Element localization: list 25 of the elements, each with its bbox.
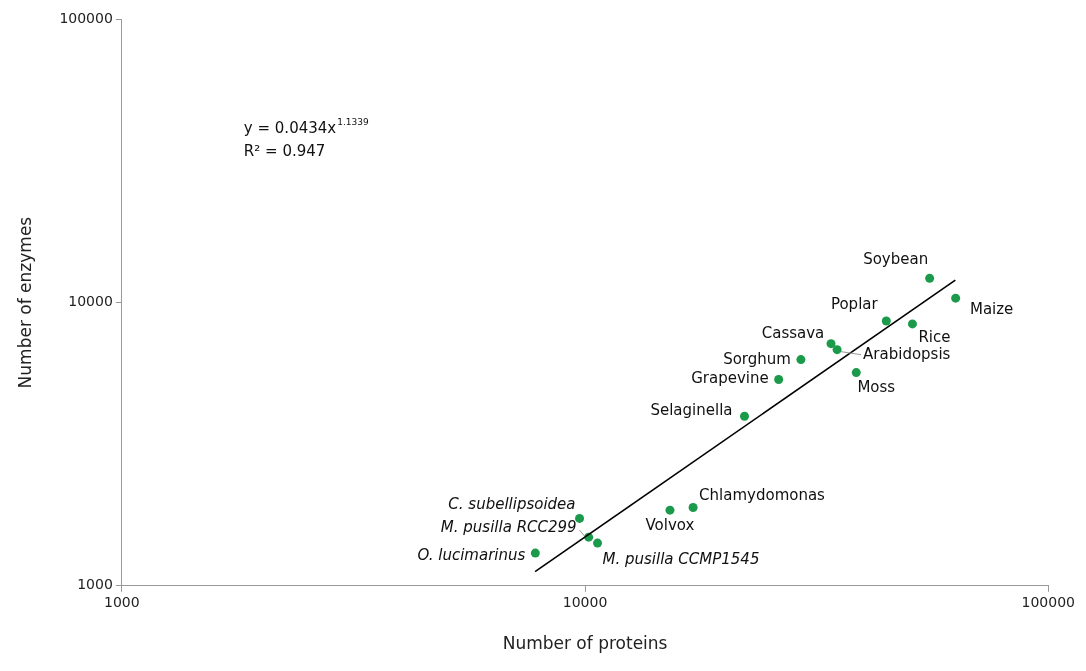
x-tick-label: 100000: [1021, 593, 1075, 610]
x-tick-label: 10000: [562, 593, 608, 610]
annotation: C. subellipsoidea: [448, 495, 576, 514]
annotation: Grapevine: [691, 369, 769, 388]
annotation: Soybean: [863, 250, 929, 269]
annotation: Selaginella: [650, 401, 733, 420]
x-tick-label: 1000: [104, 593, 140, 610]
x-axis-title: Number of proteins: [502, 633, 668, 654]
annotation: Arabidopsis: [863, 344, 951, 363]
y-tick-label: 100000: [59, 10, 113, 27]
annotation: Sorghum: [723, 349, 791, 368]
annotation: O. lucimarinus: [417, 545, 526, 564]
y-tick-label: 1000: [77, 576, 113, 593]
annotation: R² = 0.947: [243, 142, 326, 161]
y-tick-label: 10000: [68, 293, 113, 310]
annotation: Rice: [918, 327, 951, 346]
annotation: Maize: [969, 300, 1014, 319]
annotation: Cassava: [761, 323, 825, 342]
annotation: Volvox: [645, 516, 695, 535]
annotation: Poplar: [830, 294, 879, 313]
annotation: M. pusilla CCMP1545: [602, 550, 760, 568]
y-axis-title: Number of enzymes: [14, 216, 35, 389]
annotation: Moss: [857, 378, 896, 397]
annotation: Chlamydomonas: [699, 486, 826, 505]
annotation: M. pusilla RCC299: [440, 518, 577, 537]
